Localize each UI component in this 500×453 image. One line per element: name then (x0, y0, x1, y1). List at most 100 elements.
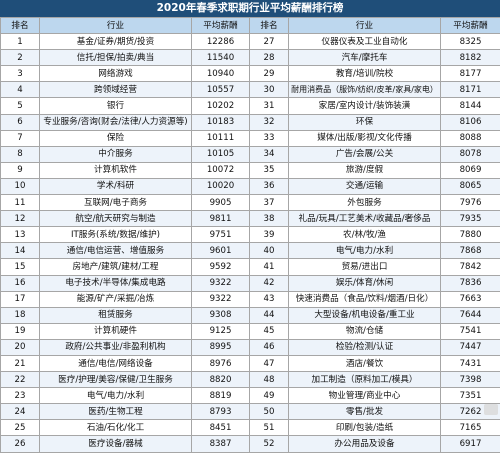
rank-cell: 2 (1, 50, 40, 66)
rank-cell: 7 (1, 130, 40, 146)
header-salary-left: 平均薪酬 (192, 18, 250, 34)
table-title: 2020年春季求职期行业平均薪酬排行榜 (0, 0, 500, 17)
rank-cell: 46 (250, 339, 289, 355)
salary-cell: 7644 (441, 307, 500, 323)
salary-cell: 7976 (441, 195, 500, 211)
rank-cell: 4 (1, 82, 40, 98)
industry-cell: 医药/生物工程 (40, 404, 192, 420)
rank-cell: 16 (1, 275, 40, 291)
salary-cell: 8065 (441, 178, 500, 194)
rank-cell: 39 (250, 227, 289, 243)
rank-cell: 11 (1, 195, 40, 211)
rank-cell: 26 (1, 436, 40, 452)
industry-cell: 通信/电信/网络设备 (40, 355, 192, 371)
industry-cell: 石油/石化/化工 (40, 420, 192, 436)
industry-cell: IT服务(系统/数据/维护) (40, 227, 192, 243)
industry-cell: 银行 (40, 98, 192, 114)
salary-cell: 7836 (441, 275, 500, 291)
industry-cell: 房地产/建筑/建材/工程 (40, 259, 192, 275)
salary-cell: 7165 (441, 420, 500, 436)
rank-cell: 8 (1, 146, 40, 162)
industry-cell: 电气/电力/水利 (289, 243, 441, 259)
rank-cell: 30 (250, 82, 289, 98)
rank-cell: 13 (1, 227, 40, 243)
rank-cell: 51 (250, 420, 289, 436)
rank-cell: 18 (1, 307, 40, 323)
industry-cell: 酒店/餐饮 (289, 355, 441, 371)
salary-cell: 9125 (192, 323, 250, 339)
industry-cell: 旅游/度假 (289, 162, 441, 178)
rank-cell: 42 (250, 275, 289, 291)
rank-cell: 14 (1, 243, 40, 259)
salary-cell: 8106 (441, 114, 500, 130)
salary-cell: 10072 (192, 162, 250, 178)
salary-cell: 8451 (192, 420, 250, 436)
rank-cell: 44 (250, 307, 289, 323)
rank-cell: 9 (1, 162, 40, 178)
salary-cell: 8820 (192, 372, 250, 388)
industry-cell: 农/林/牧/渔 (289, 227, 441, 243)
salary-cell: 8325 (441, 34, 500, 50)
salary-cell: 9751 (192, 227, 250, 243)
industry-cell: 跨领域经营 (40, 82, 192, 98)
industry-cell: 基金/证券/期货/投资 (40, 34, 192, 50)
salary-cell: 8088 (441, 130, 500, 146)
industry-cell: 贸易/进出口 (289, 259, 441, 275)
salary-cell: 10111 (192, 130, 250, 146)
industry-cell: 加工制造（原料加工/模具） (289, 372, 441, 388)
rank-cell: 49 (250, 388, 289, 404)
watermark-badge (484, 404, 498, 415)
industry-cell: 信托/担保/拍卖/典当 (40, 50, 192, 66)
rank-cell: 43 (250, 291, 289, 307)
industry-cell: 媒体/出版/影视/文化传播 (289, 130, 441, 146)
rank-cell: 21 (1, 355, 40, 371)
salary-cell: 7663 (441, 291, 500, 307)
rank-cell: 5 (1, 98, 40, 114)
rank-cell: 31 (250, 98, 289, 114)
industry-cell: 专业服务/咨询(财会/法律/人力资源等) (40, 114, 192, 130)
salary-cell: 10183 (192, 114, 250, 130)
industry-cell: 计算机硬件 (40, 323, 192, 339)
industry-cell: 检验/检测/认证 (289, 339, 441, 355)
industry-cell: 教育/培训/院校 (289, 66, 441, 82)
rank-cell: 20 (1, 339, 40, 355)
salary-cell: 8793 (192, 404, 250, 420)
industry-cell: 零售/批发 (289, 404, 441, 420)
salary-cell: 6917 (441, 436, 500, 452)
salary-cell: 7880 (441, 227, 500, 243)
salary-cell: 9601 (192, 243, 250, 259)
header-industry-left: 行业 (40, 18, 192, 34)
rank-cell: 6 (1, 114, 40, 130)
salary-cell: 9592 (192, 259, 250, 275)
industry-cell: 电气/电力/水利 (40, 388, 192, 404)
industry-cell: 租赁服务 (40, 307, 192, 323)
rank-cell: 23 (1, 388, 40, 404)
industry-cell: 物流/仓储 (289, 323, 441, 339)
salary-cell: 10557 (192, 82, 250, 98)
industry-cell: 能源/矿产/采掘/冶炼 (40, 291, 192, 307)
rank-cell: 12 (1, 211, 40, 227)
industry-cell: 快速消费品（食品/饮料/烟酒/日化） (289, 291, 441, 307)
industry-cell: 礼品/玩具/工艺美术/收藏品/奢侈品 (289, 211, 441, 227)
salary-cell: 9905 (192, 195, 250, 211)
salary-cell: 8177 (441, 66, 500, 82)
salary-cell: 9308 (192, 307, 250, 323)
industry-cell: 交通/运输 (289, 178, 441, 194)
